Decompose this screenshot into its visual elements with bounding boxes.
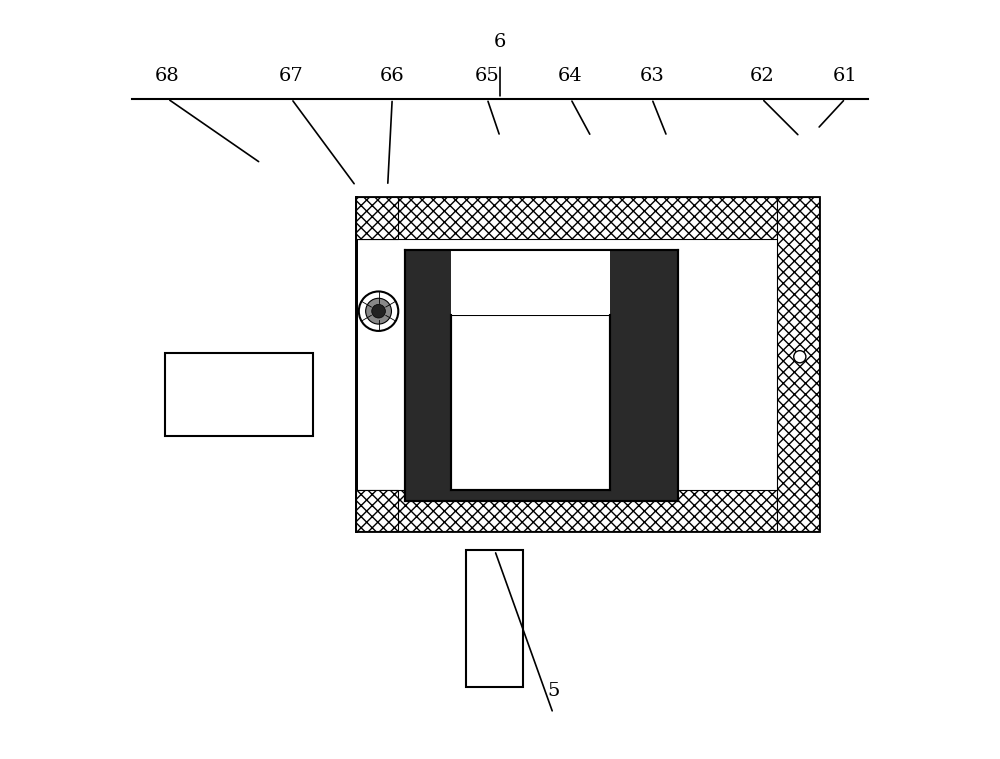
Circle shape: [366, 298, 391, 324]
Bar: [356, 490, 819, 531]
Text: 62: 62: [749, 67, 774, 85]
Bar: [405, 250, 678, 501]
Text: 61: 61: [833, 67, 858, 85]
Text: 66: 66: [380, 67, 405, 85]
Circle shape: [372, 304, 385, 318]
Text: 63: 63: [639, 67, 664, 85]
Bar: [356, 197, 398, 239]
Text: 65: 65: [475, 67, 499, 85]
Bar: [451, 315, 610, 490]
Bar: [777, 197, 819, 531]
Text: 64: 64: [558, 67, 583, 85]
Bar: [356, 197, 819, 531]
Bar: [356, 490, 398, 531]
Bar: [466, 550, 523, 687]
Bar: [165, 353, 313, 436]
Circle shape: [359, 291, 398, 331]
Text: 6: 6: [494, 33, 506, 51]
Text: 5: 5: [547, 682, 559, 700]
Text: 67: 67: [279, 67, 304, 85]
Bar: [405, 250, 678, 501]
Bar: [451, 250, 610, 315]
Text: 68: 68: [155, 67, 180, 85]
Bar: [356, 197, 819, 239]
Circle shape: [794, 351, 806, 363]
